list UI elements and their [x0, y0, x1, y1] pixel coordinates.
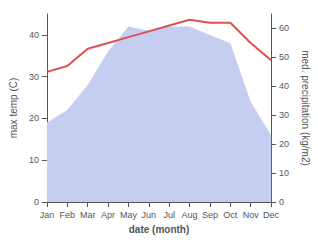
svg-text:10: 10: [279, 168, 289, 178]
svg-text:30: 30: [279, 110, 289, 120]
svg-text:May: May: [120, 210, 138, 220]
svg-text:30: 30: [29, 72, 39, 82]
svg-text:0: 0: [34, 197, 39, 207]
svg-text:Nov: Nov: [243, 210, 260, 220]
svg-text:50: 50: [279, 52, 289, 62]
svg-text:Jan: Jan: [40, 210, 55, 220]
svg-text:date (month): date (month): [129, 224, 190, 235]
svg-text:Feb: Feb: [60, 210, 76, 220]
svg-text:max temp (C): max temp (C): [8, 78, 19, 139]
svg-text:Apr: Apr: [101, 210, 115, 220]
svg-text:Jun: Jun: [142, 210, 157, 220]
svg-text:Aug: Aug: [182, 210, 198, 220]
svg-text:20: 20: [279, 139, 289, 149]
svg-text:20: 20: [29, 113, 39, 123]
svg-text:40: 40: [279, 81, 289, 91]
svg-text:Jul: Jul: [163, 210, 175, 220]
svg-text:Mar: Mar: [80, 210, 96, 220]
svg-text:Sep: Sep: [202, 210, 218, 220]
svg-text:Dec: Dec: [263, 210, 280, 220]
svg-text:0: 0: [279, 197, 284, 207]
svg-text:Oct: Oct: [223, 210, 238, 220]
svg-text:10: 10: [29, 155, 39, 165]
svg-text:60: 60: [279, 23, 289, 33]
svg-text:med. precipitation (kg/m2): med. precipitation (kg/m2): [300, 50, 311, 166]
svg-text:40: 40: [29, 30, 39, 40]
